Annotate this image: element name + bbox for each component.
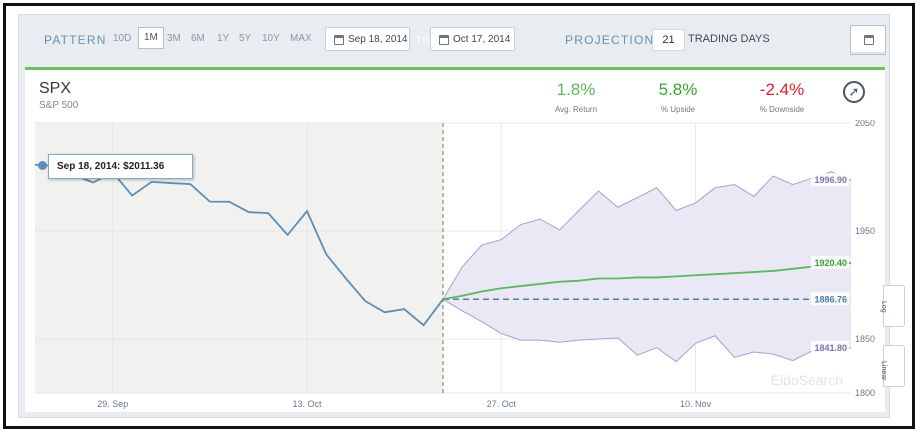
y-tick-label: 1800: [855, 388, 875, 398]
tooltip-marker: [38, 161, 47, 170]
baseline-end-label: 1886.76: [814, 294, 847, 304]
period-5y-button[interactable]: 5Y: [239, 33, 252, 44]
pattern-label: PATTERN: [44, 33, 107, 47]
period-3m-button[interactable]: 3M: [167, 33, 181, 44]
period-10y-button[interactable]: 10Y: [262, 33, 280, 44]
start-date-value: Sep 18, 2014: [348, 34, 408, 45]
upper-end-label: 1996.90: [814, 175, 847, 185]
downside-value: -2.4%: [759, 80, 805, 99]
lower-bound-line: [442, 298, 852, 363]
avg-return-label: Avg. Return: [554, 105, 598, 114]
upside-label: % Upside: [660, 105, 696, 114]
projection-label: PROJECTION: [565, 33, 655, 47]
avg-return-value: 1.8%: [556, 80, 596, 99]
period-1y-button[interactable]: 1Y: [217, 33, 230, 44]
median-end-label: 1920.40: [814, 258, 847, 268]
lower-end-label: 1841.80: [814, 343, 847, 353]
median-end-label-bg: [811, 255, 849, 269]
upper-end-label-bg: [811, 173, 849, 187]
period-max-button[interactable]: MAX: [290, 33, 312, 44]
baseline-end-label-bg: [811, 292, 849, 306]
toolbar: PATTERN 10D 1M 3M 6M 1Y 5Y 10Y MAX Sep 1…: [19, 15, 891, 67]
calendar-icon: [439, 35, 449, 45]
x-tick-label: 27. Oct: [487, 399, 517, 409]
upper-bound-line: [442, 171, 852, 300]
eidosearch-widget: PATTERN 10D 1M 3M 6M 1Y 5Y 10Y MAX Sep 1…: [18, 14, 905, 418]
projection-days-input[interactable]: 21: [652, 29, 685, 51]
ticker-symbol: SPX: [39, 80, 72, 97]
period-6m-button[interactable]: 6M: [191, 33, 205, 44]
x-tick-label: 13. Oct: [292, 399, 322, 409]
log-scale-tab[interactable]: Log: [880, 285, 905, 327]
calendar-icon: [334, 35, 344, 45]
share-arrow-icon[interactable]: ➚: [843, 81, 865, 103]
calendar-icon: [864, 35, 874, 45]
x-tick-label: 10. Nov: [680, 399, 712, 409]
linear-scale-label: Linear: [880, 361, 887, 381]
end-date-value: Oct 17, 2014: [453, 34, 511, 45]
median-projection-line: [442, 262, 852, 301]
price-tooltip: Sep 18, 2014: $2011.36: [48, 154, 193, 179]
y-tick-label: 2050: [855, 120, 875, 128]
calendar-button[interactable]: [850, 25, 886, 55]
upside-value: 5.8%: [658, 80, 698, 99]
lower-end-label-bg: [811, 340, 849, 354]
linear-scale-tab[interactable]: Linear: [880, 345, 905, 387]
ticker-name: S&P 500: [39, 100, 79, 111]
y-tick-label: 1950: [855, 226, 875, 236]
y-tick-label: 1850: [855, 334, 875, 344]
watermark-text: EidoSearch: [771, 372, 843, 388]
projection-band: [443, 171, 851, 362]
to-label: TO: [416, 35, 431, 45]
trading-days-label: TRADING DAYS: [688, 33, 770, 45]
downside-label: % Downside: [759, 105, 805, 114]
period-10d-button[interactable]: 10D: [113, 33, 132, 44]
log-scale-label: Log: [880, 301, 887, 313]
projection-chart: 1800 1850 1950 2050 29. Sep 13. Oct 27. Oct 10.…: [34, 120, 875, 409]
x-tick-label: 29. Sep: [97, 399, 128, 409]
period-1m-button[interactable]: 1M: [138, 27, 164, 49]
screenshot-frame: PATTERN 10D 1M 3M 6M 1Y 5Y 10Y MAX Sep 1…: [3, 3, 915, 429]
start-date-button[interactable]: Sep 18, 2014: [325, 27, 410, 51]
chart-card: SPX S&P 500 1.8% Avg. Return 5.8% % Upsi…: [25, 67, 885, 412]
end-date-button[interactable]: Oct 17, 2014: [430, 27, 515, 51]
